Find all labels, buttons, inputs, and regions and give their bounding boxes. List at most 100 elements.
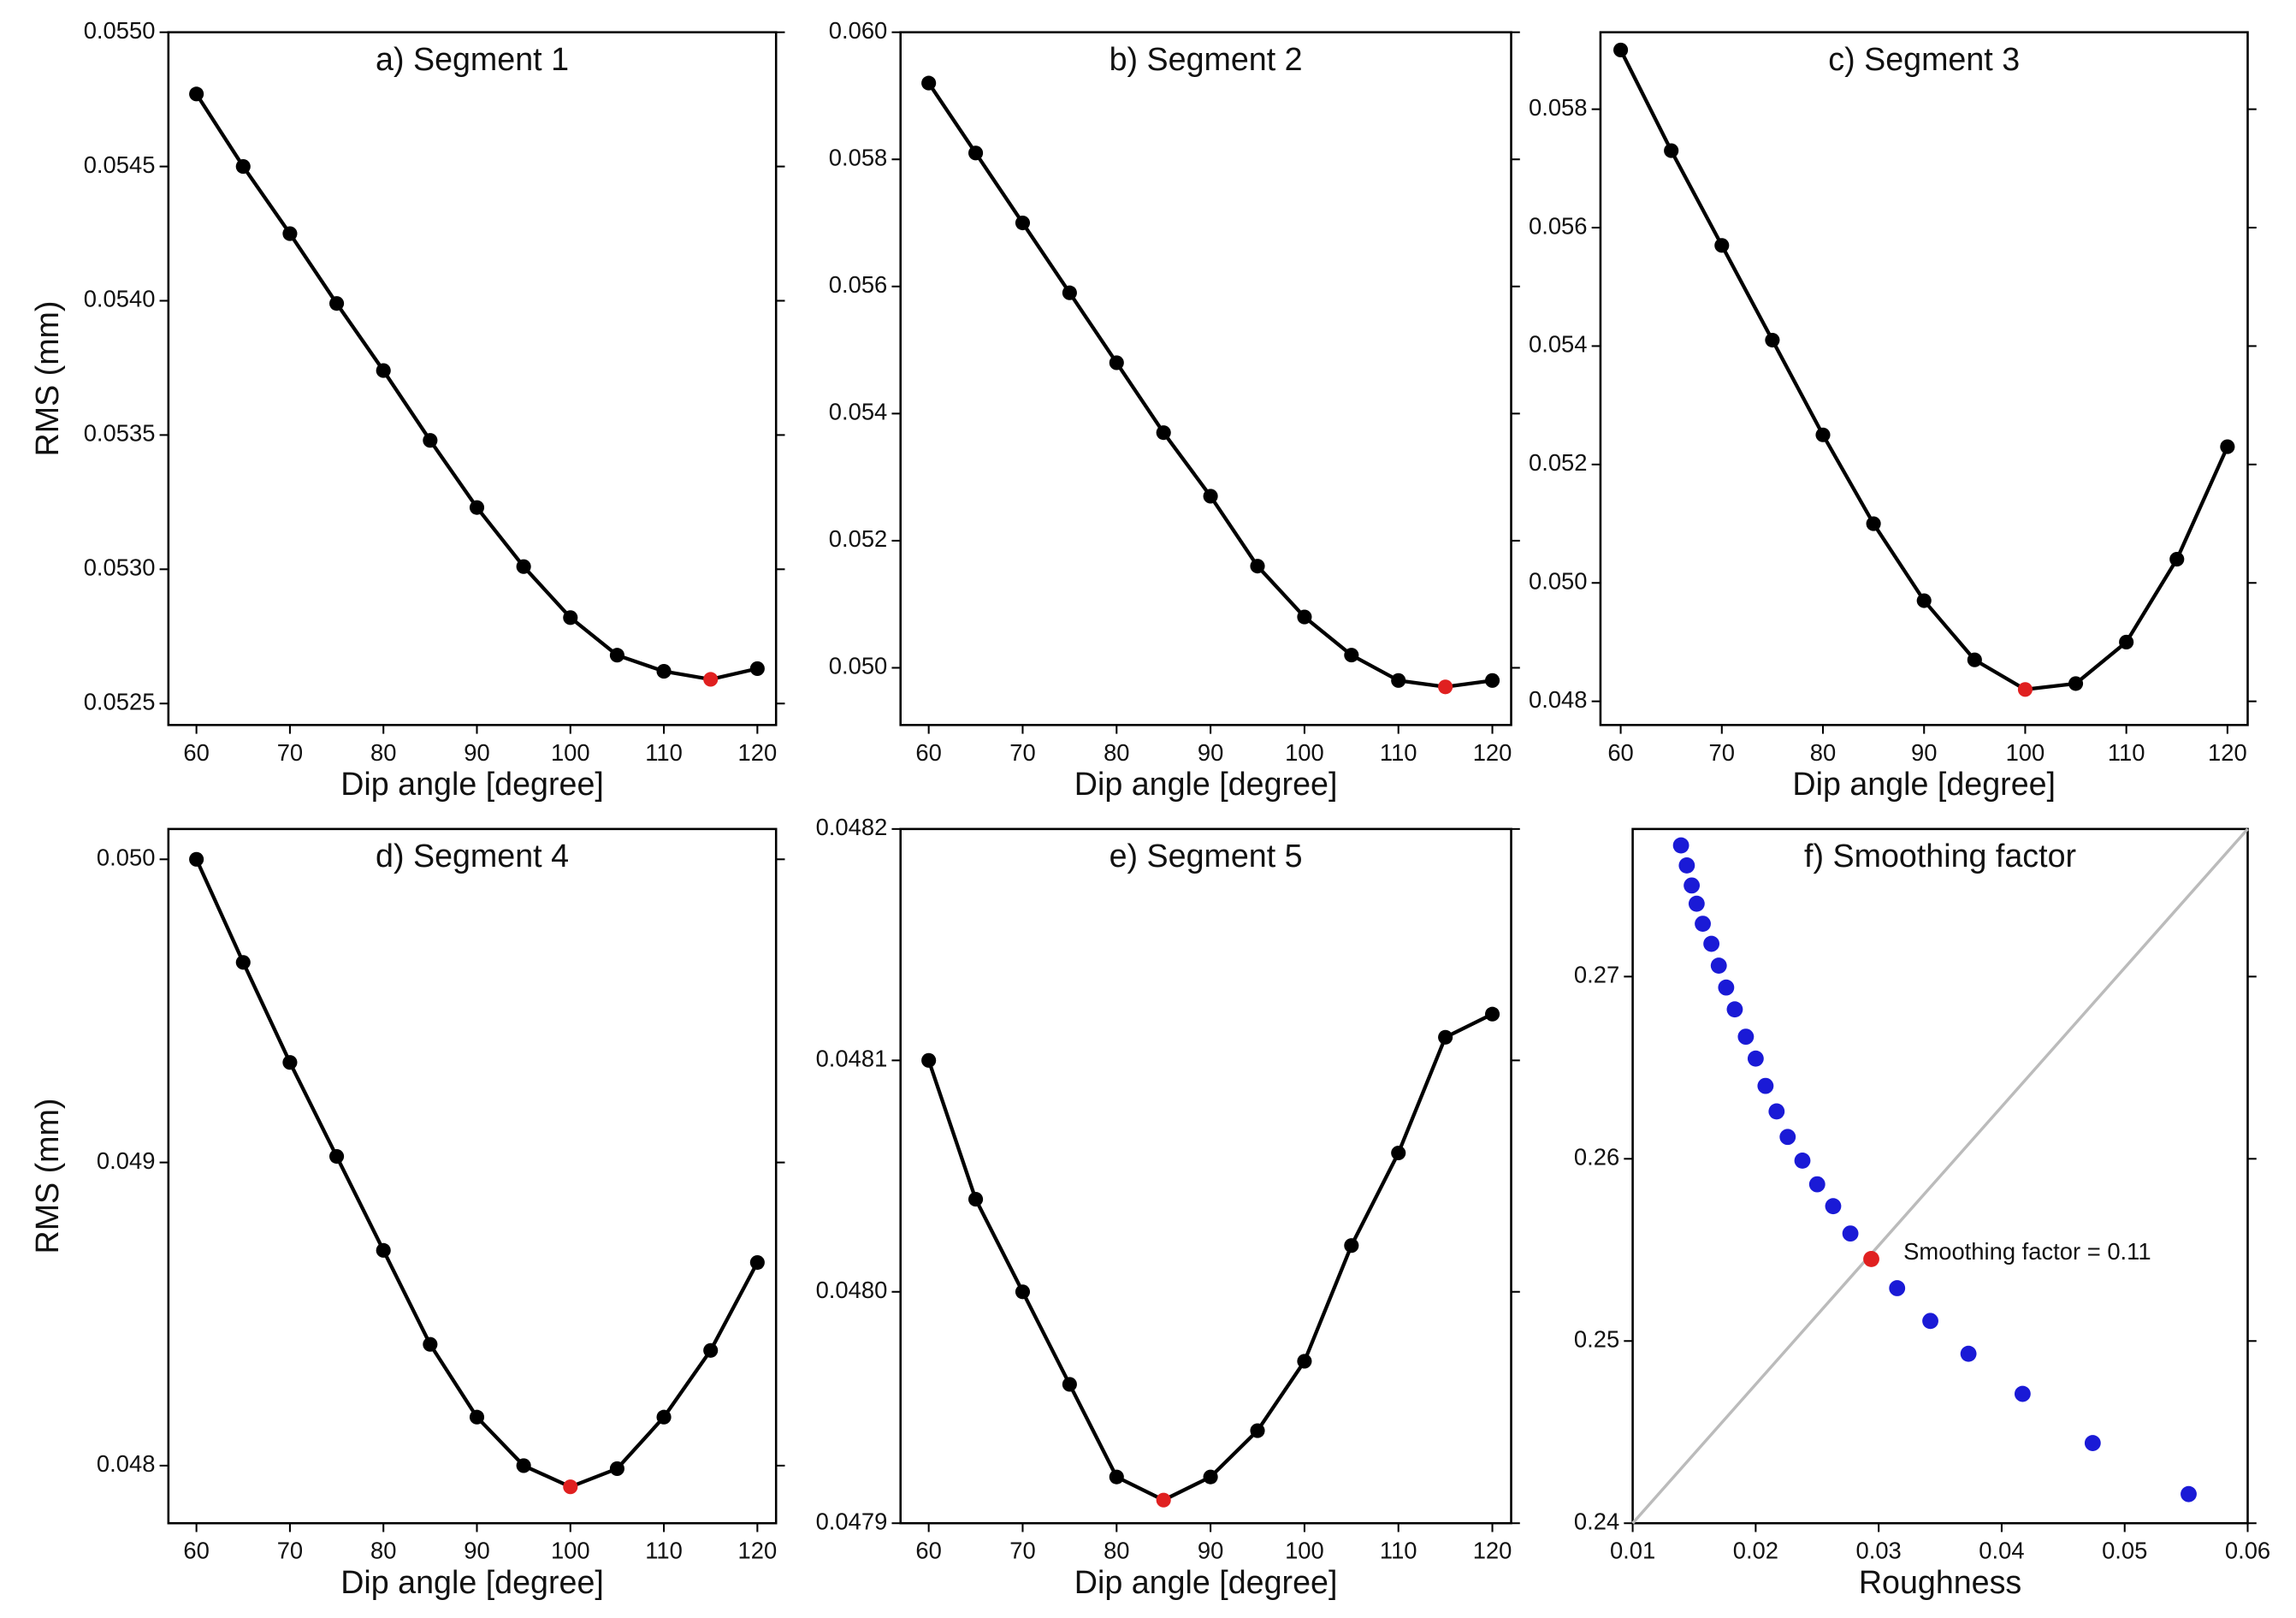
x-tick-label: 100	[551, 1538, 590, 1564]
data-point	[1765, 332, 1780, 348]
y-tick-label: 0.0545	[84, 151, 156, 178]
y-tick-label: 0.0525	[84, 688, 156, 714]
data-point	[609, 1461, 624, 1477]
x-tick-label: 0.03	[1856, 1538, 1902, 1564]
data-point	[1613, 42, 1629, 58]
y-tick-label: 0.0480	[816, 1277, 888, 1303]
x-tick-label: 60	[183, 1538, 209, 1564]
data-point	[469, 500, 485, 515]
x-tick-label: 110	[645, 739, 683, 766]
x-tick-label: 70	[1009, 1538, 1035, 1564]
data-point	[1703, 935, 1720, 952]
data-point	[1757, 1077, 1774, 1094]
y-tick-label: 0.050	[97, 845, 156, 871]
x-tick-label: 110	[1380, 739, 1417, 766]
data-point	[1695, 916, 1711, 933]
data-point	[921, 1052, 937, 1068]
data-point	[1808, 1176, 1826, 1193]
data-point	[423, 1336, 438, 1352]
data-point	[1391, 1145, 1406, 1161]
x-tick-label: 110	[645, 1538, 683, 1564]
annotation: Smoothing factor = 0.11	[1903, 1238, 2151, 1265]
data-point	[2014, 1385, 2031, 1402]
plot-frame	[899, 827, 1512, 1525]
x-tick-label: 0.02	[1733, 1538, 1778, 1564]
data-point	[1866, 516, 1881, 531]
data-point	[1062, 1377, 1077, 1392]
data-point	[1794, 1153, 1811, 1169]
data-point	[1156, 425, 1171, 441]
x-tick-label: 120	[1473, 1538, 1512, 1564]
x-tick-label: 100	[2006, 739, 2045, 766]
x-tick-label: 120	[1473, 739, 1512, 766]
chart-title: e) Segment 5	[1110, 838, 1303, 874]
x-tick-label: 80	[370, 1538, 396, 1564]
panel: 0.0525 0.0530 0.0535 0.0540 0.0545 0.0550 60 70…	[29, 17, 785, 802]
x-tick-label: 110	[2108, 739, 2145, 766]
data-point	[968, 1192, 984, 1207]
y-tick-label: 0.048	[1529, 686, 1588, 713]
data-point	[1714, 238, 1730, 253]
panel: 0.050 0.052 0.054 0.056 0.058 0.060 60 70 80 90 10…	[829, 17, 1520, 802]
y-tick-label: 0.058	[829, 144, 888, 170]
y-tick-label: 0.050	[829, 653, 888, 679]
x-axis-label: Dip angle [degree]	[1074, 766, 1338, 802]
y-tick-label: 0.054	[829, 399, 888, 425]
y-tick-label: 0.052	[1529, 449, 1588, 476]
x-tick-label: 70	[277, 1538, 303, 1564]
series-line	[194, 92, 758, 682]
data-point	[282, 226, 298, 241]
plot-frame	[899, 31, 1512, 726]
data-point	[1688, 895, 1705, 912]
x-tick-label: 100	[551, 739, 590, 766]
data-point	[1484, 673, 1500, 688]
x-tick-label: 80	[1104, 739, 1129, 766]
x-tick-label: 70	[1009, 739, 1035, 766]
x-axis-label: Dip angle [degree]	[340, 766, 604, 802]
highlight-point	[1438, 679, 1453, 695]
x-axis-label: Dip angle [degree]	[1792, 766, 2056, 802]
chart-title: b) Segment 2	[1110, 41, 1303, 77]
y-tick-label: 0.058	[1529, 94, 1588, 121]
data-point	[282, 1055, 298, 1070]
chart-title: d) Segment 4	[376, 838, 569, 874]
data-point	[1664, 143, 1679, 158]
y-tick-label: 0.050	[1529, 567, 1588, 594]
data-point	[749, 1254, 765, 1271]
chart-title: f) Smoothing factor	[1804, 838, 2076, 874]
x-tick-label: 110	[1380, 1538, 1417, 1564]
x-axis-label: Dip angle [degree]	[340, 1564, 604, 1600]
series-line	[194, 858, 760, 1490]
data-point	[1109, 355, 1124, 370]
y-tick-label: 0.26	[1574, 1144, 1619, 1171]
data-point	[1747, 1050, 1764, 1067]
panel: 0.048 0.049 0.050 60 70 80 90 100 110 120 d) Segme…	[29, 827, 785, 1600]
data-point	[2220, 439, 2235, 454]
data-point	[1842, 1225, 1859, 1242]
y-tick-label: 0.049	[97, 1147, 156, 1174]
data-point	[1109, 1469, 1124, 1485]
x-tick-label: 90	[1911, 739, 1937, 766]
data-point	[189, 851, 204, 867]
y-tick-label: 0.056	[1529, 212, 1588, 239]
data-point	[2169, 552, 2185, 567]
x-tick-label: 100	[1285, 1538, 1324, 1564]
data-point	[1889, 1280, 1906, 1296]
y-tick-label: 0.052	[829, 525, 888, 552]
y-tick-label: 0.0530	[84, 554, 156, 581]
data-point	[1916, 593, 1932, 608]
x-tick-label: 120	[738, 1538, 778, 1564]
data-point	[1960, 1345, 1977, 1362]
x-tick-label: 0.04	[1979, 1538, 2024, 1564]
data-point	[1344, 648, 1359, 663]
y-tick-label: 0.060	[829, 17, 888, 44]
x-tick-label: 100	[1285, 739, 1324, 766]
data-point	[1203, 1469, 1218, 1485]
data-point	[1250, 559, 1265, 574]
data-point	[1438, 1029, 1453, 1045]
data-point	[329, 1148, 345, 1165]
x-tick-label: 120	[738, 739, 778, 766]
x-tick-label: 60	[915, 1538, 941, 1564]
y-axis-label: RMS (mm)	[29, 301, 65, 457]
